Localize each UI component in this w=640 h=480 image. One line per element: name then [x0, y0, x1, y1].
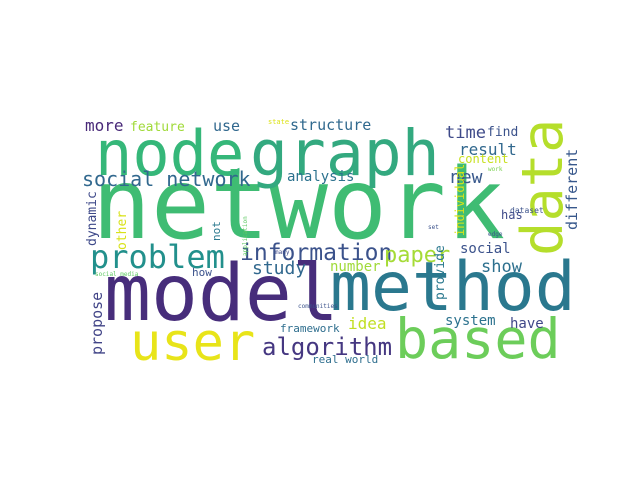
word: not — [210, 221, 223, 241]
word: different — [563, 149, 581, 230]
word: other — [115, 211, 130, 250]
word: provide — [433, 245, 448, 300]
word: content — [458, 152, 509, 166]
word: show — [481, 257, 523, 277]
word: propose — [88, 292, 106, 355]
word: real world — [312, 353, 378, 366]
word: new — [450, 167, 483, 188]
word: application — [242, 216, 249, 256]
word: state — [268, 118, 289, 126]
word: result — [459, 140, 517, 159]
word: information — [240, 240, 392, 266]
word: set — [428, 224, 439, 231]
word: find — [487, 125, 518, 140]
word: social media — [95, 271, 139, 278]
word: method — [330, 248, 576, 327]
word: have — [510, 316, 544, 332]
word: algorithm — [262, 333, 392, 361]
word: problem — [90, 238, 225, 276]
word: number — [330, 259, 381, 275]
word: data — [510, 119, 576, 256]
word: study — [252, 258, 306, 279]
word: idea — [348, 314, 387, 333]
word: more — [85, 116, 124, 135]
word: structure — [290, 116, 371, 134]
word: many — [275, 249, 290, 256]
word: use — [213, 117, 240, 135]
word: model — [104, 249, 339, 339]
word: system — [445, 313, 496, 329]
word: based — [395, 307, 561, 371]
word: network — [92, 148, 505, 262]
word: dataset — [510, 206, 544, 215]
word: individual — [453, 164, 467, 236]
word: communities — [298, 303, 338, 310]
word: has — [501, 208, 523, 222]
word: graph — [250, 117, 440, 190]
word: social — [460, 241, 511, 257]
word: framework — [280, 322, 340, 335]
word: user — [130, 313, 255, 373]
word: time — [445, 123, 486, 143]
word: how — [192, 266, 212, 279]
word: edge — [488, 231, 503, 238]
word: node — [95, 117, 244, 190]
word: social network — [82, 167, 251, 191]
word: feature — [130, 120, 185, 135]
word: paper — [384, 243, 450, 268]
word: analysis — [287, 169, 354, 185]
word: work — [488, 166, 503, 173]
word: dynamic — [85, 191, 100, 246]
